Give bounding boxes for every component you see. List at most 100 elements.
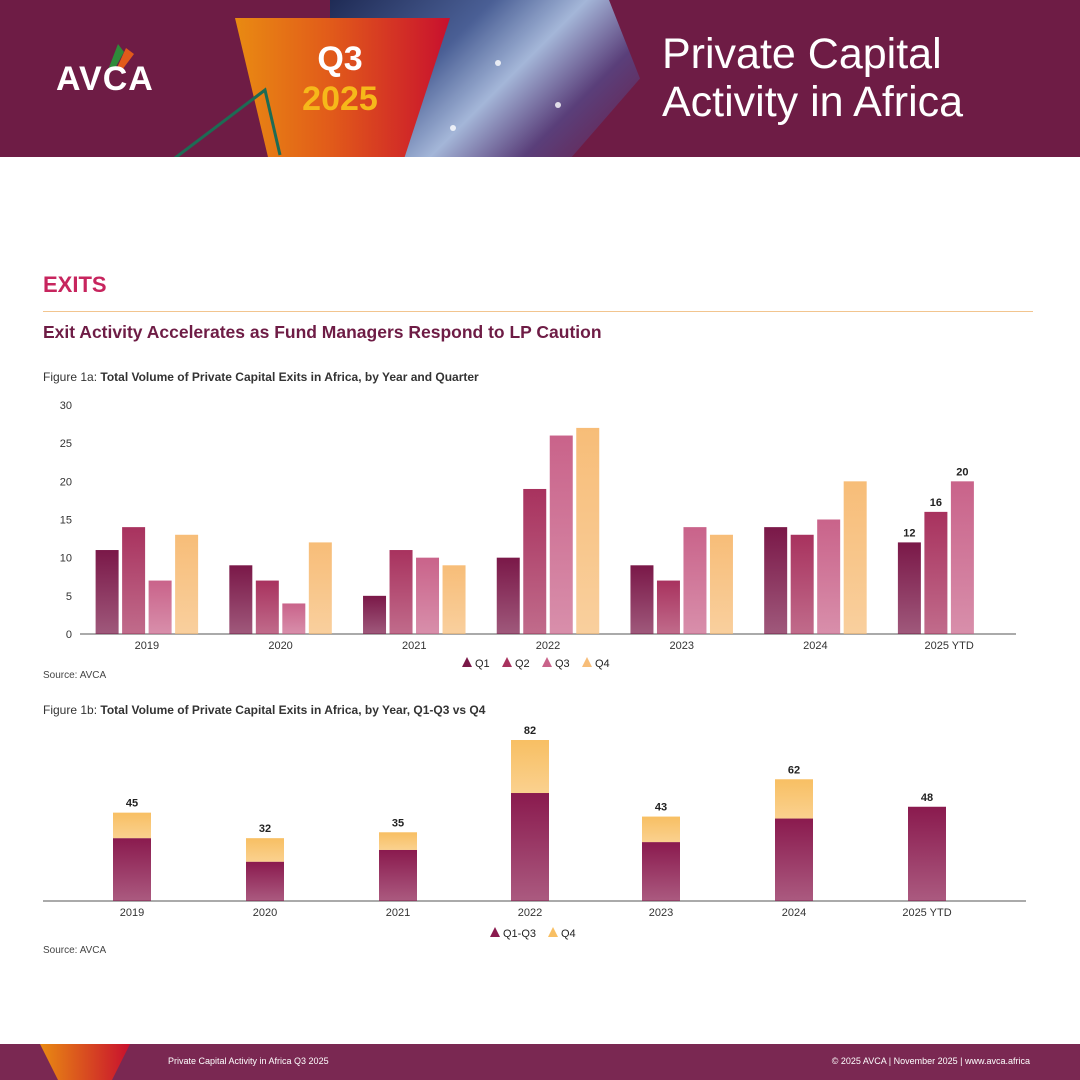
bar-q1-q3-2022 bbox=[511, 793, 549, 901]
bar-q1-q3-2020 bbox=[246, 861, 284, 901]
total-label: 48 bbox=[921, 792, 933, 804]
bar-q4-2024 bbox=[843, 481, 867, 634]
bar-q1-q3-2023 bbox=[642, 842, 680, 901]
legend-label-q4: Q4 bbox=[595, 658, 610, 670]
total-label: 62 bbox=[788, 764, 800, 776]
bar-q1-q3-2019 bbox=[113, 838, 151, 901]
bar-q3-2025-ytd bbox=[950, 481, 974, 634]
bar-q2-2020 bbox=[255, 580, 279, 634]
y-tick-label: 25 bbox=[60, 438, 72, 450]
header-banner: Q3 2025 AVCA Private Capital Activity in… bbox=[0, 0, 1080, 157]
figure-1b-source: Source: AVCA bbox=[43, 945, 107, 956]
x-tick-label: 2024 bbox=[782, 907, 806, 919]
report-title: Private Capital Activity in Africa bbox=[662, 30, 1062, 126]
legend-label-q4: Q4 bbox=[561, 928, 576, 940]
x-tick-label: 2023 bbox=[649, 907, 673, 919]
bar-q4-2024 bbox=[775, 779, 813, 819]
total-label: 82 bbox=[524, 725, 536, 737]
bar-q1-2024 bbox=[764, 527, 788, 634]
x-tick-label: 2020 bbox=[253, 907, 277, 919]
bar-q2-2021 bbox=[389, 550, 413, 634]
bar-q1-q3-2025-ytd bbox=[908, 806, 946, 901]
bar-q4-2023 bbox=[709, 534, 733, 634]
bar-q2-2019 bbox=[122, 527, 146, 634]
y-tick-label: 0 bbox=[66, 629, 72, 641]
figure-1a-caption-prefix: Figure 1a: bbox=[43, 370, 101, 384]
x-tick-label: 2024 bbox=[803, 640, 827, 652]
section-title: EXITS bbox=[43, 272, 107, 297]
bar-q1-2019 bbox=[95, 550, 119, 634]
bar-q3-2019 bbox=[148, 580, 172, 634]
figure-1b-caption-title: Total Volume of Private Capital Exits in… bbox=[100, 703, 486, 717]
legend-label-q1-q3: Q1-Q3 bbox=[503, 928, 536, 940]
footer-accent bbox=[40, 1044, 130, 1080]
avca-logo: AVCA bbox=[56, 60, 154, 98]
legend-label-q3: Q3 bbox=[555, 658, 570, 670]
header-decor-line bbox=[174, 87, 282, 157]
y-tick-label: 20 bbox=[60, 476, 72, 488]
x-tick-label: 2022 bbox=[518, 907, 542, 919]
section-divider bbox=[43, 311, 1033, 312]
footer-copyright: © 2025 AVCA | November 2025 | www.avca.a… bbox=[831, 1056, 1030, 1066]
bar-q4-2022 bbox=[576, 427, 600, 634]
x-tick-label: 2021 bbox=[402, 640, 426, 652]
legend-label-q2: Q2 bbox=[515, 658, 530, 670]
figure-1b-chart: 45 2019 32 2020 35 2021 82 2022 43 2023 62 2024 48 20… bbox=[43, 725, 1026, 940]
x-tick-label: 2022 bbox=[536, 640, 560, 652]
footer-report-name: Private Capital Activity in Africa Q3 20… bbox=[168, 1056, 329, 1066]
bar-q3-2024 bbox=[817, 519, 841, 634]
bar-q4-2020 bbox=[308, 542, 332, 634]
y-tick-label: 30 bbox=[60, 400, 72, 412]
data-label: 20 bbox=[956, 466, 968, 478]
bar-q1-q3-2021 bbox=[379, 849, 417, 901]
bar-q1-2025-ytd bbox=[897, 542, 921, 634]
bar-q3-2021 bbox=[416, 557, 440, 634]
figure-1a-caption: Figure 1a: Total Volume of Private Capit… bbox=[43, 370, 479, 384]
figure-1b-caption: Figure 1b: Total Volume of Private Capit… bbox=[43, 703, 485, 717]
report-title-line2: Activity in Africa bbox=[662, 78, 964, 126]
x-tick-label: 2020 bbox=[268, 640, 292, 652]
bar-q3-2022 bbox=[549, 435, 573, 634]
badge-year: 2025 bbox=[302, 80, 378, 118]
x-tick-label: 2021 bbox=[386, 907, 410, 919]
x-tick-label: 2019 bbox=[120, 907, 144, 919]
bar-q1-2021 bbox=[363, 595, 387, 634]
total-label: 32 bbox=[259, 823, 271, 835]
legend-marker-q4 bbox=[548, 927, 558, 937]
bar-q2-2022 bbox=[523, 488, 547, 634]
y-tick-label: 15 bbox=[60, 515, 72, 527]
bar-q1-2020 bbox=[229, 565, 253, 634]
bar-q1-2023 bbox=[630, 565, 654, 634]
bar-q4-2021 bbox=[442, 565, 466, 634]
footer: Private Capital Activity in Africa Q3 20… bbox=[0, 1044, 1080, 1080]
data-label: 16 bbox=[930, 497, 942, 509]
legend-marker-q1 bbox=[462, 657, 472, 667]
figure-1a-chart: 0 5 10 15 20 25 30 2019 2020 2021 2022 2023 2024 2025… bbox=[60, 400, 1016, 670]
x-tick-label: 2023 bbox=[669, 640, 693, 652]
legend-label-q1: Q1 bbox=[475, 658, 490, 670]
bar-q2-2024 bbox=[790, 534, 814, 634]
y-tick-label: 10 bbox=[60, 553, 72, 565]
x-tick-label: 2019 bbox=[135, 640, 159, 652]
bar-q4-2019 bbox=[175, 534, 199, 634]
bar-q4-2020 bbox=[246, 838, 284, 862]
report-title-line1: Private Capital bbox=[662, 30, 942, 78]
bar-q3-2023 bbox=[683, 527, 707, 634]
bar-q2-2025-ytd bbox=[924, 511, 948, 634]
legend-marker-q2 bbox=[502, 657, 512, 667]
bar-q4-2021 bbox=[379, 832, 417, 850]
section-subtitle: Exit Activity Accelerates as Fund Manage… bbox=[43, 322, 602, 342]
bar-q3-2020 bbox=[282, 603, 306, 634]
bar-q2-2023 bbox=[656, 580, 680, 634]
bar-q4-2022 bbox=[511, 740, 549, 794]
x-tick-label: 2025 YTD bbox=[924, 640, 973, 652]
total-label: 45 bbox=[126, 798, 138, 810]
avca-logo-icon bbox=[108, 44, 134, 70]
figure-1a-source: Source: AVCA bbox=[43, 670, 107, 681]
figure-1a-caption-title: Total Volume of Private Capital Exits in… bbox=[100, 370, 479, 384]
bar-q1-2022 bbox=[496, 557, 520, 634]
x-tick-label: 2025 YTD bbox=[902, 907, 951, 919]
badge-quarter: Q3 bbox=[317, 40, 363, 78]
total-label: 35 bbox=[392, 817, 404, 829]
data-label: 12 bbox=[903, 527, 915, 539]
